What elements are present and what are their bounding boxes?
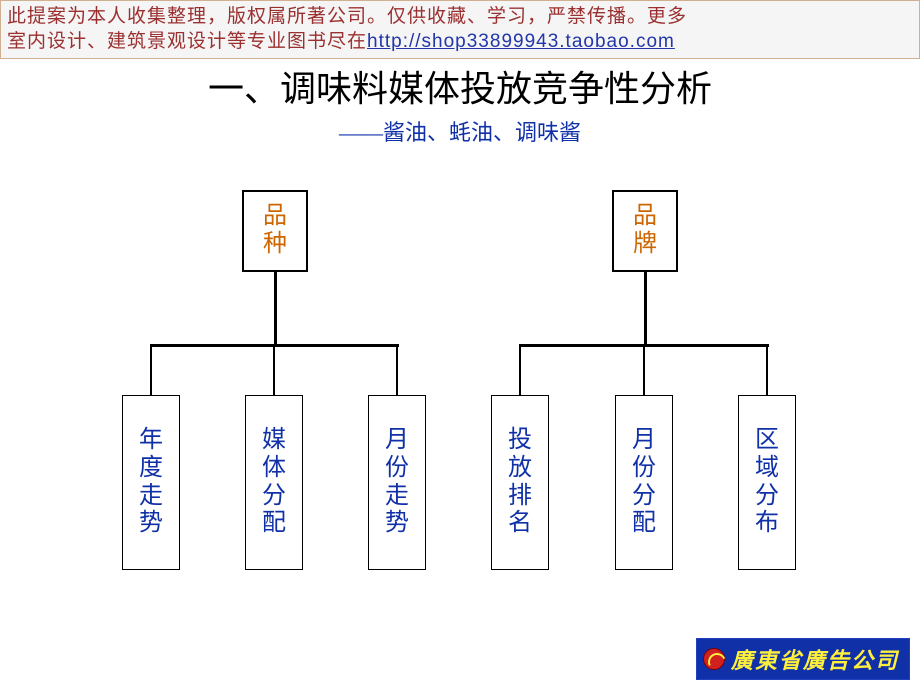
- child-node: 年度走势: [122, 395, 180, 570]
- child-node: 媒体分配: [245, 395, 303, 570]
- connector-line: [396, 345, 398, 395]
- child-node: 月份分配: [615, 395, 673, 570]
- footer-logo-icon: [703, 648, 725, 670]
- page-title: 一、调味料媒体投放竞争性分析: [0, 60, 920, 112]
- connector-line: [273, 345, 275, 395]
- connector-line: [274, 272, 277, 345]
- connector-line: [150, 345, 152, 395]
- footer-company-text: 廣東省廣告公司: [731, 648, 899, 673]
- watermark-line2-prefix: 室内设计、建筑景观设计等专业图书尽在: [7, 31, 367, 52]
- parent-node: 品牌: [612, 190, 678, 272]
- footer-company-badge: 廣東省廣告公司: [696, 638, 910, 680]
- watermark-banner: 此提案为本人收集整理，版权属所著公司。仅供收藏、学习，严禁传播。更多 室内设计、…: [0, 0, 920, 59]
- parent-node: 品种: [242, 190, 308, 272]
- connector-line: [643, 345, 645, 395]
- page-subtitle: ——酱油、蚝油、调味酱: [0, 115, 920, 147]
- child-node: 月份走势: [368, 395, 426, 570]
- watermark-link[interactable]: http://shop33899943.taobao.com: [367, 31, 675, 52]
- connector-line: [766, 345, 768, 395]
- connector-line: [519, 345, 521, 395]
- connector-line: [644, 272, 647, 345]
- child-node: 区域分布: [738, 395, 796, 570]
- child-node: 投放排名: [491, 395, 549, 570]
- watermark-line1: 此提案为本人收集整理，版权属所著公司。仅供收藏、学习，严禁传播。更多: [7, 6, 687, 27]
